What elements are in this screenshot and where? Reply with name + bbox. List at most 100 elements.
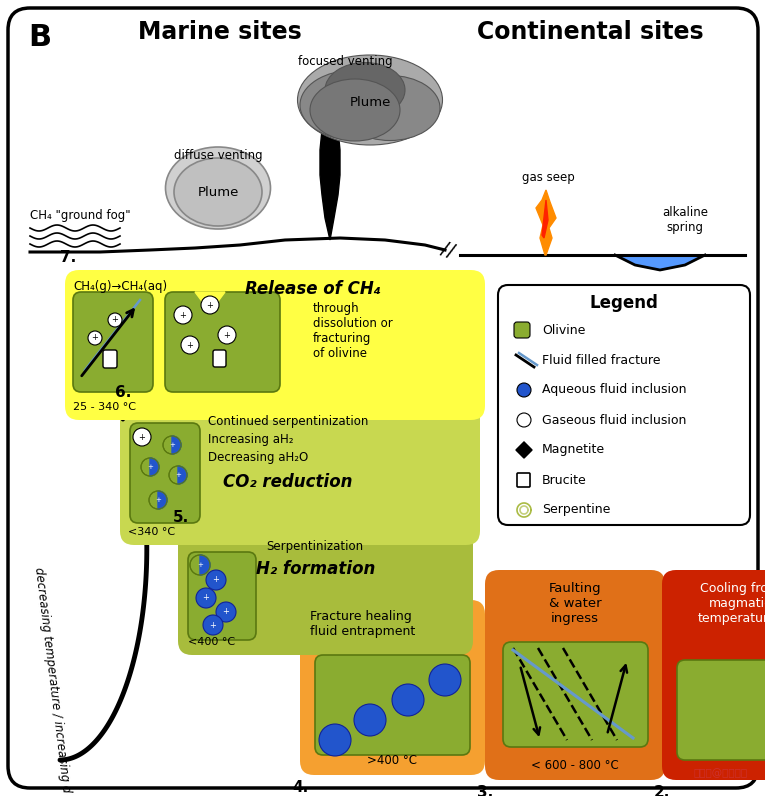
Circle shape — [392, 684, 424, 716]
Text: Marine sites: Marine sites — [138, 20, 302, 44]
Text: Faulting
& water
ingress: Faulting & water ingress — [549, 582, 601, 625]
Circle shape — [354, 704, 386, 736]
Circle shape — [133, 428, 151, 446]
Text: alkaline
spring: alkaline spring — [662, 206, 708, 234]
Polygon shape — [542, 200, 548, 238]
Circle shape — [517, 383, 531, 397]
Text: H₂ formation: H₂ formation — [256, 560, 376, 578]
Circle shape — [203, 615, 223, 635]
Circle shape — [108, 313, 122, 327]
Polygon shape — [200, 555, 210, 575]
Ellipse shape — [165, 147, 271, 229]
Text: +: + — [147, 464, 153, 470]
Text: 搜狐号@炎讯视界: 搜狐号@炎讯视界 — [694, 768, 748, 778]
Circle shape — [319, 724, 351, 756]
FancyBboxPatch shape — [65, 270, 485, 420]
Text: Plume: Plume — [197, 185, 239, 198]
Ellipse shape — [310, 79, 400, 141]
Text: 2.: 2. — [654, 785, 670, 796]
FancyBboxPatch shape — [514, 322, 530, 338]
Text: //: // — [438, 239, 457, 261]
Text: +: + — [210, 621, 216, 630]
Text: +: + — [175, 472, 181, 478]
Circle shape — [216, 602, 236, 622]
Text: Decreasing aH₂O: Decreasing aH₂O — [208, 451, 308, 464]
Ellipse shape — [300, 70, 410, 140]
Text: +: + — [138, 432, 145, 442]
FancyBboxPatch shape — [73, 292, 153, 392]
Text: Fluid filled fracture: Fluid filled fracture — [542, 353, 660, 366]
FancyBboxPatch shape — [503, 642, 648, 747]
FancyBboxPatch shape — [517, 473, 530, 487]
Text: Olivine: Olivine — [542, 323, 585, 337]
Circle shape — [201, 296, 219, 314]
Text: CH₄(g)→CH₄(aq): CH₄(g)→CH₄(aq) — [73, 280, 167, 293]
Text: <340 °C: <340 °C — [128, 527, 175, 537]
Text: 5.: 5. — [173, 510, 189, 525]
Text: +: + — [187, 341, 194, 349]
Text: Continued serpentinization: Continued serpentinization — [208, 415, 369, 428]
Text: Aqueous fluid inclusion: Aqueous fluid inclusion — [542, 384, 686, 396]
Text: +: + — [213, 576, 220, 584]
Ellipse shape — [174, 158, 262, 226]
FancyBboxPatch shape — [677, 660, 765, 760]
Ellipse shape — [325, 63, 405, 118]
Text: 3.: 3. — [477, 785, 493, 796]
Polygon shape — [320, 115, 340, 240]
FancyBboxPatch shape — [485, 570, 665, 780]
FancyBboxPatch shape — [498, 285, 750, 525]
Polygon shape — [178, 466, 187, 484]
Circle shape — [218, 326, 236, 344]
FancyBboxPatch shape — [315, 655, 470, 755]
FancyBboxPatch shape — [130, 423, 200, 523]
Text: +: + — [169, 442, 175, 448]
Text: +: + — [223, 330, 230, 340]
Text: <400 °C: <400 °C — [188, 637, 235, 647]
Text: >400 °C: >400 °C — [367, 754, 418, 767]
Polygon shape — [536, 190, 556, 255]
Text: Plume: Plume — [350, 96, 391, 108]
FancyBboxPatch shape — [120, 405, 480, 545]
Text: 25 - 340 °C: 25 - 340 °C — [73, 402, 136, 412]
Text: Serpentine: Serpentine — [542, 504, 610, 517]
Text: +: + — [155, 497, 161, 503]
Text: gas seep: gas seep — [522, 171, 575, 185]
Polygon shape — [150, 458, 159, 476]
Polygon shape — [195, 292, 225, 312]
FancyBboxPatch shape — [188, 552, 256, 640]
Text: +: + — [92, 334, 99, 342]
Circle shape — [169, 466, 187, 484]
Polygon shape — [615, 255, 705, 270]
Text: Magnetite: Magnetite — [542, 443, 605, 456]
Circle shape — [174, 306, 192, 324]
Text: 6.: 6. — [115, 385, 132, 400]
Text: 4.: 4. — [292, 780, 308, 795]
Circle shape — [88, 331, 102, 345]
Text: Continental sites: Continental sites — [477, 20, 703, 44]
Circle shape — [149, 491, 167, 509]
FancyBboxPatch shape — [103, 350, 117, 368]
FancyBboxPatch shape — [213, 350, 226, 367]
Text: focused venting: focused venting — [298, 56, 392, 68]
Text: CO₂ reduction: CO₂ reduction — [223, 473, 353, 491]
Circle shape — [196, 588, 216, 608]
Text: +: + — [203, 594, 210, 603]
Circle shape — [517, 413, 531, 427]
Text: diffuse venting: diffuse venting — [174, 149, 262, 162]
Text: 7.: 7. — [60, 250, 76, 265]
Polygon shape — [172, 436, 181, 454]
Text: Cooling from
magmatic
temperatures: Cooling from magmatic temperatures — [698, 582, 765, 625]
Text: Serpentinization: Serpentinization — [266, 540, 363, 553]
Circle shape — [429, 664, 461, 696]
Text: +: + — [207, 301, 213, 310]
Circle shape — [141, 458, 159, 476]
FancyBboxPatch shape — [165, 292, 280, 392]
Text: +: + — [223, 607, 230, 616]
Ellipse shape — [340, 76, 440, 141]
Text: CH₄ "ground fog": CH₄ "ground fog" — [30, 209, 131, 221]
Text: decreasing temperature / increasing d: decreasing temperature / increasing d — [32, 567, 73, 794]
Circle shape — [163, 436, 181, 454]
Text: B: B — [28, 24, 51, 53]
Text: through
dissolution or
fracturing
of olivine: through dissolution or fracturing of oli… — [313, 302, 392, 360]
Text: Increasing aH₂: Increasing aH₂ — [208, 433, 294, 446]
